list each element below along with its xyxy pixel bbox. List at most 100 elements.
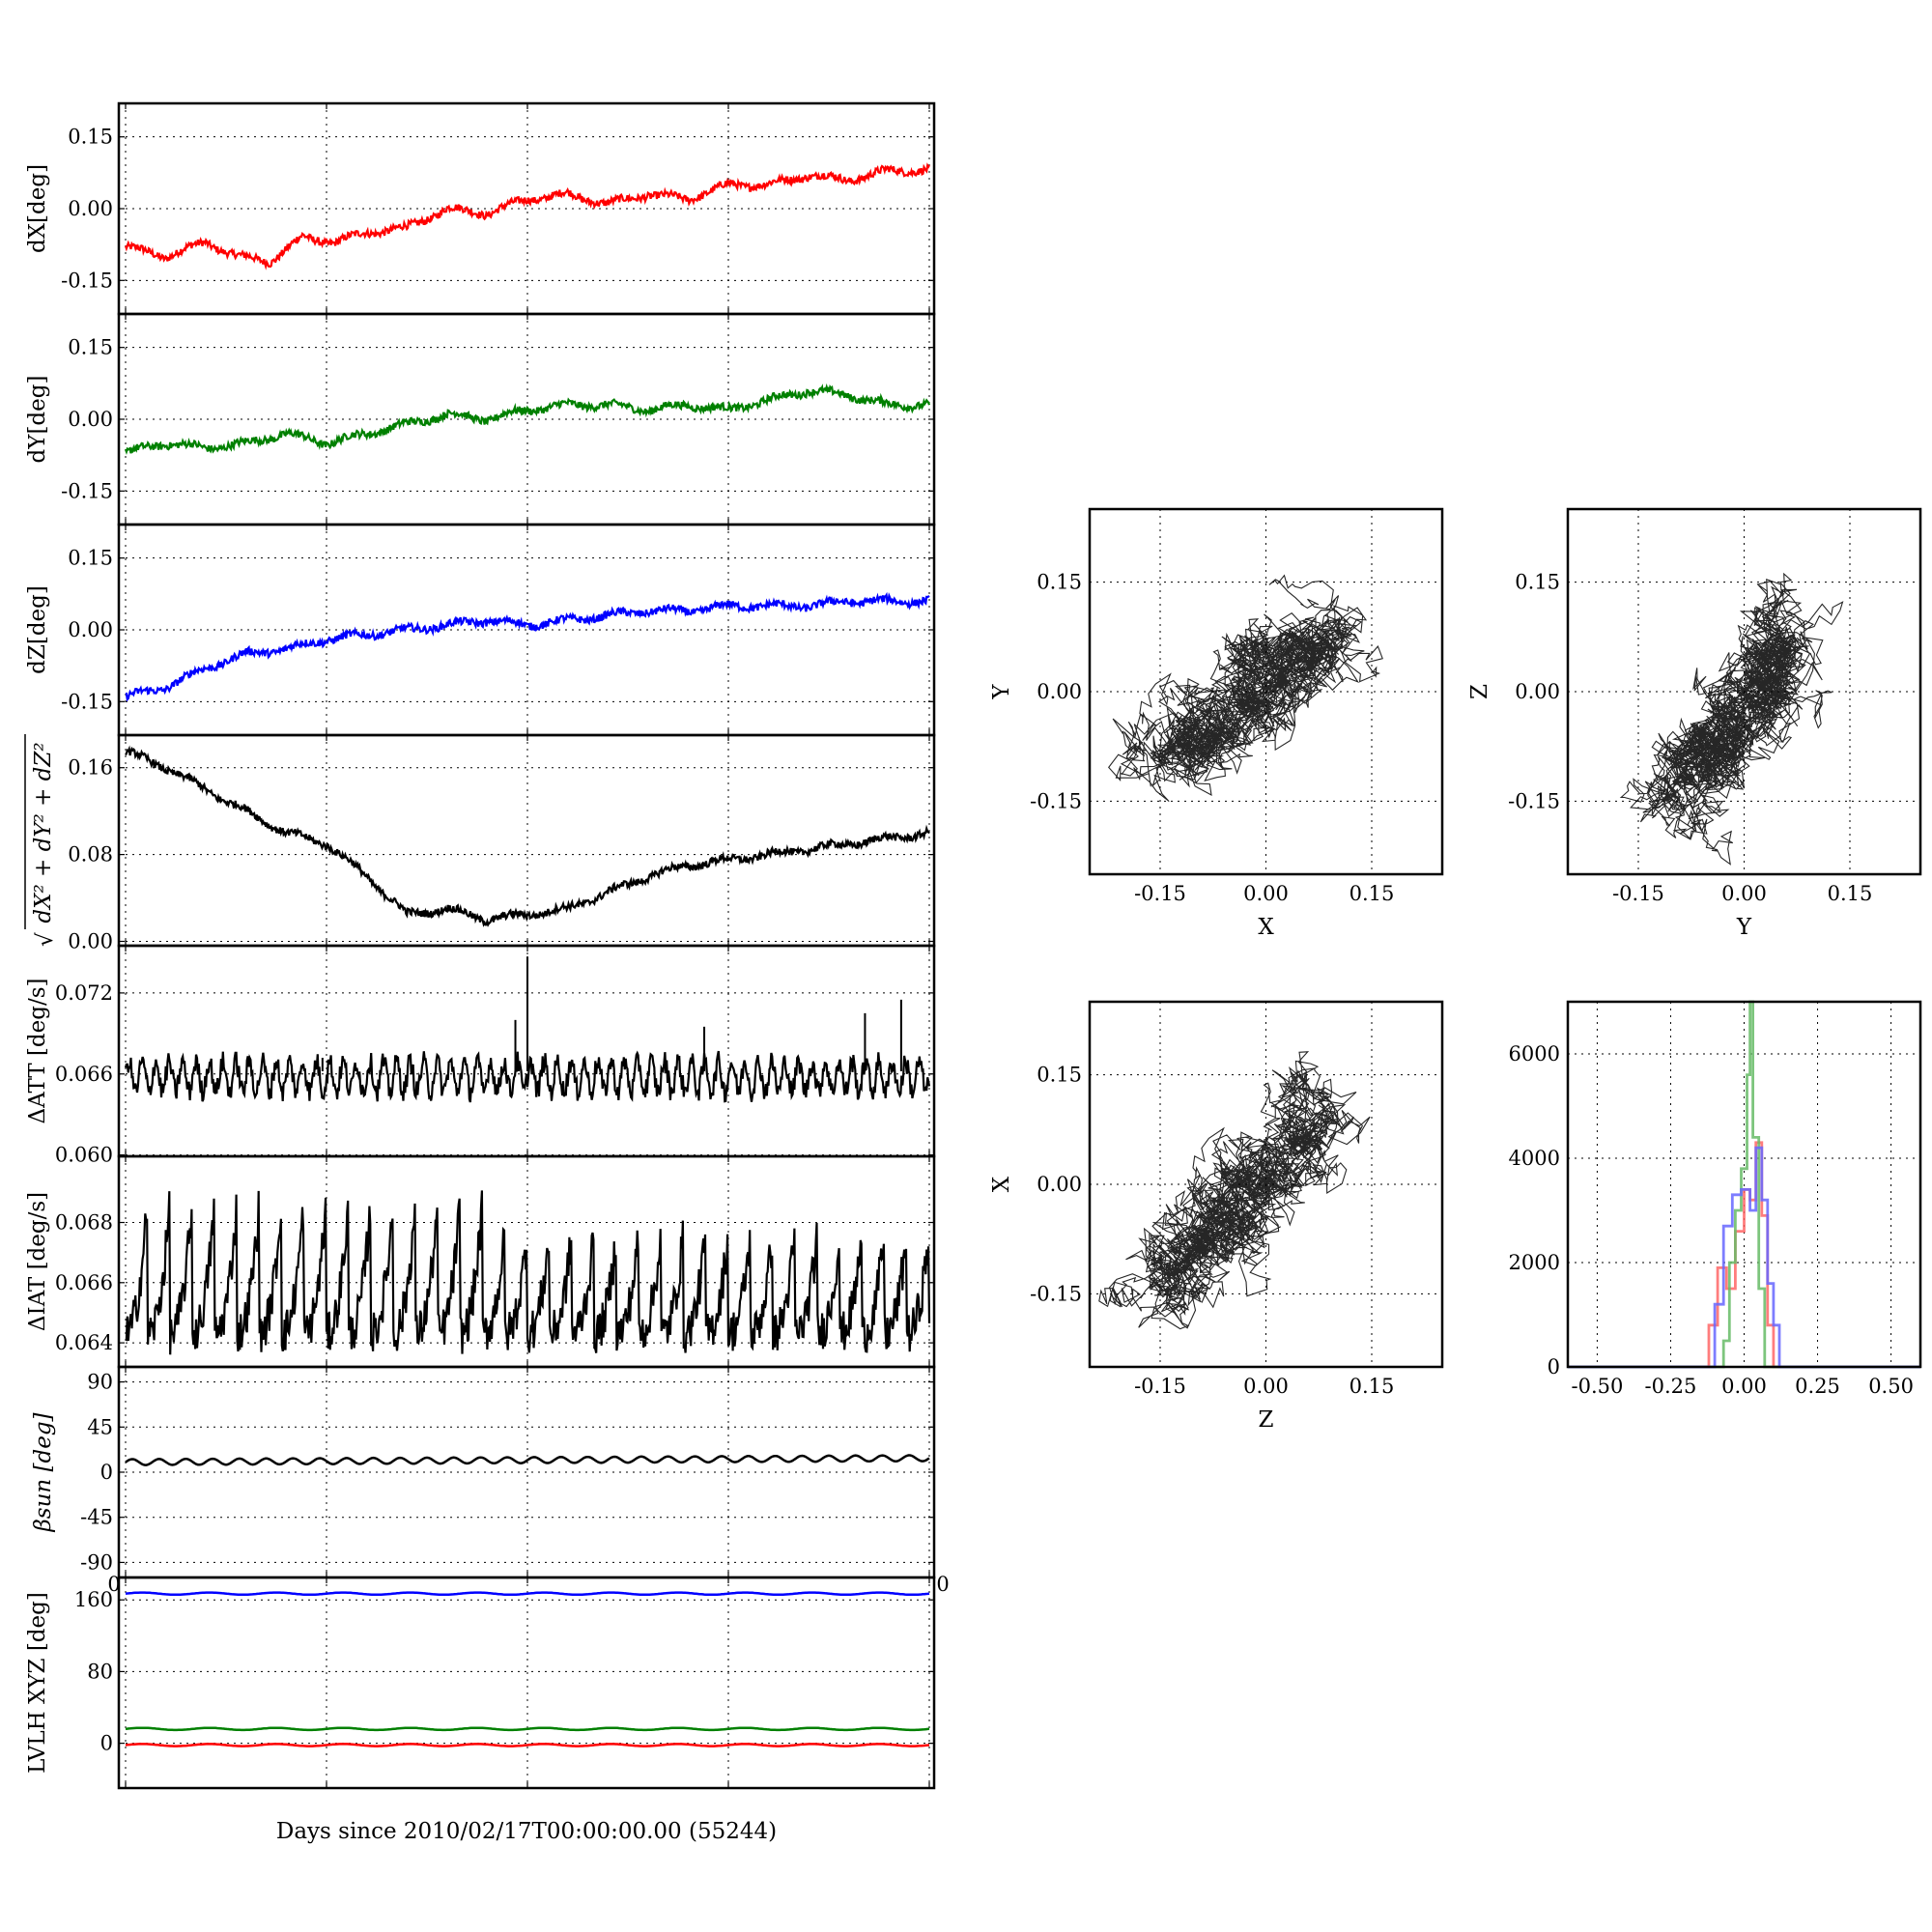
- y-tick-label: 0.066: [55, 1271, 113, 1294]
- hist-series-dy: [1568, 1000, 1920, 1369]
- panel-frame: [1088, 1000, 1444, 1369]
- x-tick-label: -0.15: [1134, 882, 1186, 905]
- panel-zx: -0.15 -0.15 0.00 0.00 0.15 0.15 Z X: [989, 1000, 1444, 1433]
- series-line-δatt: [124, 1050, 931, 1103]
- x-axis-label: X: [1258, 915, 1274, 940]
- y-tick-label: 4000: [1509, 1147, 1560, 1170]
- series-line-lvlh-z: [125, 1591, 930, 1597]
- x-axis-label: Z: [1259, 1407, 1274, 1433]
- panel-yz: -0.15 -0.15 0.00 0.00 0.15 0.15 Y Z: [1467, 507, 1922, 940]
- y-tick-label: 0.16: [68, 756, 113, 780]
- y-axis-label: ΔATT [deg/s]: [25, 979, 50, 1124]
- y-tick-label: 0.08: [68, 843, 113, 867]
- stray-tick-label-left: 0: [107, 1573, 120, 1596]
- y-axis-label: Z: [1467, 684, 1492, 699]
- panel-dz: 0.15 0.00 -0.15 dZ[deg]: [25, 523, 936, 737]
- y-tick-label: -0.15: [61, 269, 113, 292]
- y-tick-label: -0.15: [1030, 1282, 1082, 1305]
- y-tick-label: 0.15: [68, 547, 113, 570]
- x-tick-label: 0.15: [1350, 882, 1395, 905]
- y-axis-label: dY[deg]: [25, 376, 50, 464]
- x-tick-label: 0.15: [1828, 882, 1873, 905]
- y-axis-label: X: [989, 1176, 1014, 1192]
- y-axis-label: dZ[deg]: [25, 585, 50, 674]
- y-tick-label: 160: [74, 1588, 113, 1611]
- x-tick-label: -0.15: [1612, 882, 1664, 905]
- x-tick-label: 0.50: [1868, 1375, 1914, 1398]
- x-tick-label: -0.50: [1571, 1375, 1623, 1398]
- y-tick-label: 0.15: [1037, 1064, 1082, 1087]
- y-axis-label: dX² + dY² + dZ²: [31, 742, 56, 923]
- y-tick-label: 0.068: [55, 1211, 113, 1235]
- y-tick-label: 0.15: [68, 126, 113, 149]
- x-tick-label: 0.25: [1795, 1375, 1840, 1398]
- y-tick-label: 0.00: [1515, 680, 1560, 703]
- panel-magnitude: 0.16 0.08 0.00 √ dX² + dY² + dZ²: [24, 733, 936, 953]
- panel-frame: [117, 1576, 936, 1790]
- panel-frame: [1566, 507, 1922, 876]
- panel-xy: -0.15 -0.15 0.00 0.00 0.15 0.15 X Y: [989, 507, 1444, 940]
- series-line-lvlh-y: [125, 1726, 930, 1732]
- y-axis-label: ΔIAT [deg/s]: [25, 1192, 50, 1331]
- x-tick-label: 0.00: [1721, 1375, 1767, 1398]
- x-tick-label: 0.00: [1243, 1375, 1289, 1398]
- x-tick-label: 0.15: [1350, 1375, 1395, 1398]
- y-tick-label: -45: [80, 1506, 113, 1529]
- y-tick-label: 0.00: [68, 930, 113, 953]
- y-axis-label: Y: [989, 684, 1014, 700]
- y-tick-label: -90: [80, 1550, 113, 1574]
- sqrt-sign: √: [33, 932, 58, 947]
- scatter-trace: [1619, 572, 1844, 866]
- stray-tick-label-right: 0: [936, 1573, 949, 1596]
- series-line-βsun: [125, 1454, 930, 1466]
- scatter-trace: [1098, 1051, 1371, 1330]
- y-axis-label: dX[deg]: [25, 164, 50, 253]
- x-tick-label: 0.00: [1243, 882, 1289, 905]
- series-line-lvlh-x: [125, 1743, 930, 1747]
- y-tick-label: 80: [87, 1660, 113, 1683]
- y-tick-label: 0: [1548, 1355, 1560, 1378]
- y-tick-label: 0.00: [1037, 680, 1082, 703]
- y-tick-label: 0: [100, 1732, 113, 1755]
- y-tick-label: -0.15: [61, 690, 113, 713]
- y-tick-label: 2000: [1509, 1251, 1560, 1274]
- series-line-dy: [124, 383, 931, 455]
- series-line-dx: [124, 162, 930, 270]
- panel-beta-sun: 90 45 0 -45 -90 βsun [deg]: [31, 1365, 936, 1579]
- y-tick-label: 45: [87, 1415, 113, 1438]
- ylabel-beta: βsun [deg]: [31, 1412, 56, 1532]
- panel-dy: 0.15 0.00 -0.15 dY[deg]: [25, 312, 936, 526]
- y-tick-label: 0.00: [1037, 1173, 1082, 1196]
- y-tick-label: 0.00: [68, 408, 113, 431]
- series-line-|d|: [125, 745, 930, 927]
- panel-hist: -0.50 -0.25 0.00 0.25 0.50 6000 4000 2000 0: [1509, 1000, 1922, 1398]
- x-axis-label: Y: [1736, 915, 1752, 940]
- y-tick-label: 0.066: [55, 1063, 113, 1086]
- y-tick-label: 0.00: [68, 197, 113, 220]
- y-tick-label: 0.072: [55, 981, 113, 1005]
- series-line-dz: [125, 591, 930, 702]
- y-tick-label: 0.00: [68, 618, 113, 641]
- y-tick-label: 6000: [1509, 1042, 1560, 1065]
- series-line-δiat: [125, 1190, 931, 1355]
- y-tick-label: 0.060: [55, 1144, 113, 1167]
- y-axis-label: LVLH XYZ [deg]: [25, 1592, 50, 1774]
- y-tick-label: 0: [100, 1461, 113, 1484]
- x-tick-label: 0.00: [1721, 882, 1767, 905]
- y-tick-label: 0.15: [1037, 571, 1082, 594]
- scatter-trace: [1107, 574, 1383, 803]
- hist-series-dz: [1568, 1146, 1920, 1369]
- y-tick-label: -0.15: [1508, 789, 1560, 812]
- y-tick-label: 0.15: [1515, 571, 1560, 594]
- y-axis-label: βsun [deg]: [31, 1412, 56, 1532]
- panel-frame: [1088, 507, 1444, 876]
- x-tick-label: -0.15: [1134, 1375, 1186, 1398]
- x-axis-label: Days since 2010/02/17T00:00:00.00 (55244…: [276, 1819, 777, 1844]
- y-tick-label: 0.15: [68, 336, 113, 359]
- panel-dx: 0.15 0.00 -0.15 dX[deg]: [25, 101, 936, 316]
- panel-frame: [1566, 1000, 1922, 1369]
- panel-lvlh: 160 80 0 LVLH XYZ [deg]: [25, 1576, 936, 1790]
